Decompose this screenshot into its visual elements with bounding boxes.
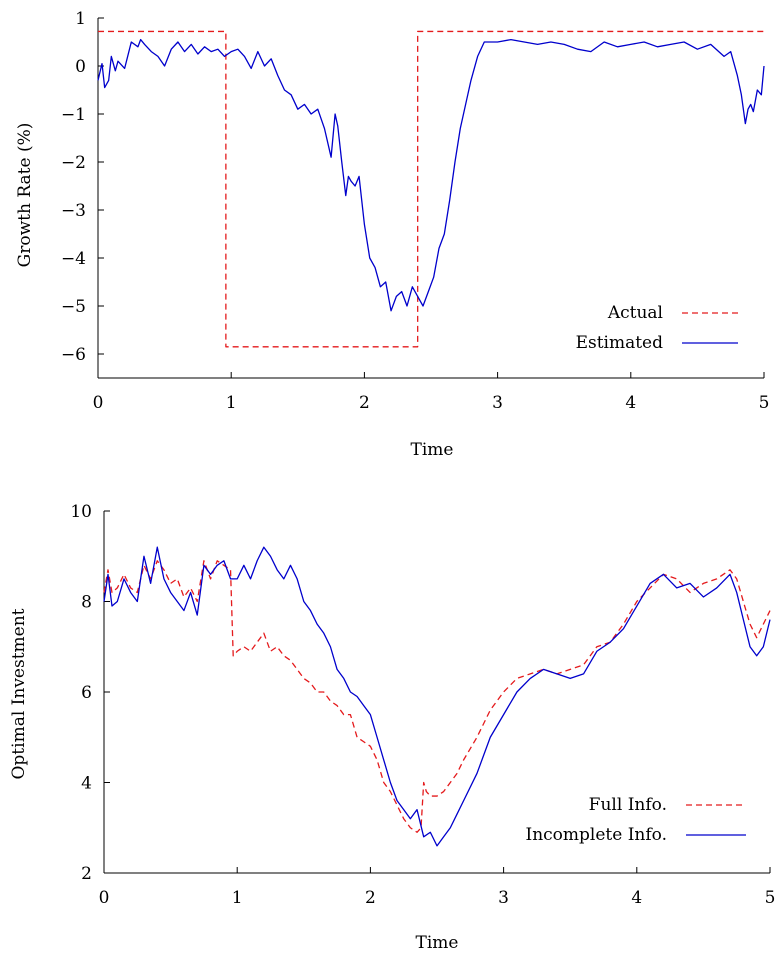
y-tick-label: −2: [61, 153, 86, 173]
x-tick-label: 4: [631, 888, 642, 908]
y-tick-label: −4: [61, 249, 86, 269]
x-tick-label: 0: [99, 888, 110, 908]
x-tick-label: 2: [365, 888, 376, 908]
x-tick-label: 2: [359, 393, 370, 413]
optimal-investment-legend: Full Info. Incomplete Info.: [525, 795, 746, 845]
series-line-full-info: [103, 560, 771, 833]
growth-rate-legend: Actual Estimated: [576, 303, 738, 353]
optimal-investment-x-ticks: 0 1 2 3 4 5: [99, 867, 776, 908]
legend-label-actual: Actual: [607, 303, 663, 323]
y-tick-label: 2: [81, 864, 92, 884]
optimal-investment-chart: 0 1 2 3 4 5 2 4 6 8 10 Time Optimal Investment Fu…: [9, 502, 775, 953]
y-tick-label: 4: [81, 774, 92, 794]
x-tick-label: 3: [492, 393, 503, 413]
x-tick-label: 5: [765, 888, 776, 908]
y-tick-label: 0: [75, 57, 86, 77]
optimal-investment-series: [103, 546, 771, 847]
x-tick-label: 1: [232, 888, 243, 908]
growth-rate-x-ticks: 0 1 2 3 4 5: [93, 372, 770, 413]
legend-label-incomplete-info: Incomplete Info.: [525, 825, 667, 845]
legend-label-estimated: Estimated: [576, 333, 664, 353]
series-line-actual: [98, 30, 764, 348]
x-tick-label: 5: [759, 393, 770, 413]
growth-rate-x-axis-title: Time: [411, 440, 454, 460]
y-tick-label: 1: [75, 9, 86, 29]
x-tick-label: 3: [498, 888, 509, 908]
x-tick-label: 0: [93, 393, 104, 413]
x-tick-label: 1: [226, 393, 237, 413]
growth-rate-axes: [97, 18, 764, 379]
y-tick-label: 6: [81, 683, 92, 703]
y-tick-label: −5: [61, 297, 86, 317]
growth-rate-y-ticks: 1 0 −1 −2 −3 −4 −5 −6: [61, 9, 104, 365]
growth-rate-y-axis-title: Growth Rate (%): [15, 123, 35, 268]
x-tick-label: 4: [625, 393, 636, 413]
y-tick-label: 8: [81, 593, 92, 613]
series-line-incomplete-info: [103, 546, 771, 847]
optimal-investment-x-axis-title: Time: [416, 933, 459, 953]
y-tick-label: −6: [61, 345, 86, 365]
y-tick-label: 10: [70, 502, 92, 522]
optimal-investment-y-ticks: 2 4 6 8 10: [70, 502, 110, 884]
series-line-estimated: [97, 38, 765, 312]
legend-label-full-info: Full Info.: [589, 795, 667, 815]
growth-rate-chart: 0 1 2 3 4 5 1 0 −1 −2 −3 −4 −5 −6 Time Growth Rate (…: [15, 9, 769, 460]
optimal-investment-y-axis-title: Optimal Investment: [9, 608, 29, 779]
y-tick-label: −1: [61, 105, 86, 125]
growth-rate-series: [97, 30, 765, 348]
y-tick-label: −3: [61, 201, 86, 221]
